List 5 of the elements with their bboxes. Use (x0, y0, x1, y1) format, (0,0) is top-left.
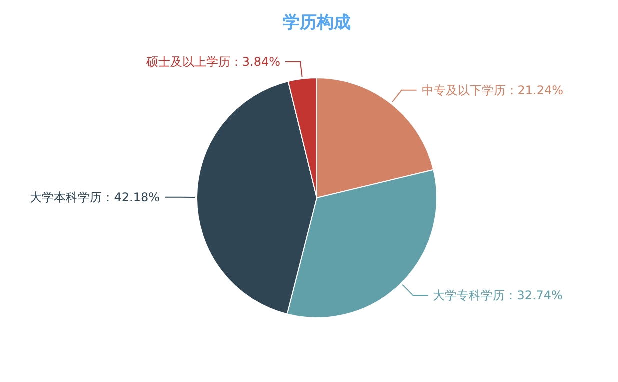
slice-label: 中专及以下学历：21.24% (422, 83, 564, 98)
slice-label: 大学本科学历：42.18% (30, 190, 160, 204)
slice-label: 大学专科学历：32.74% (433, 288, 563, 303)
slice-label: 硕士及以上学历：3.84% (145, 54, 281, 69)
chart-title: 学历构成 (283, 13, 351, 33)
